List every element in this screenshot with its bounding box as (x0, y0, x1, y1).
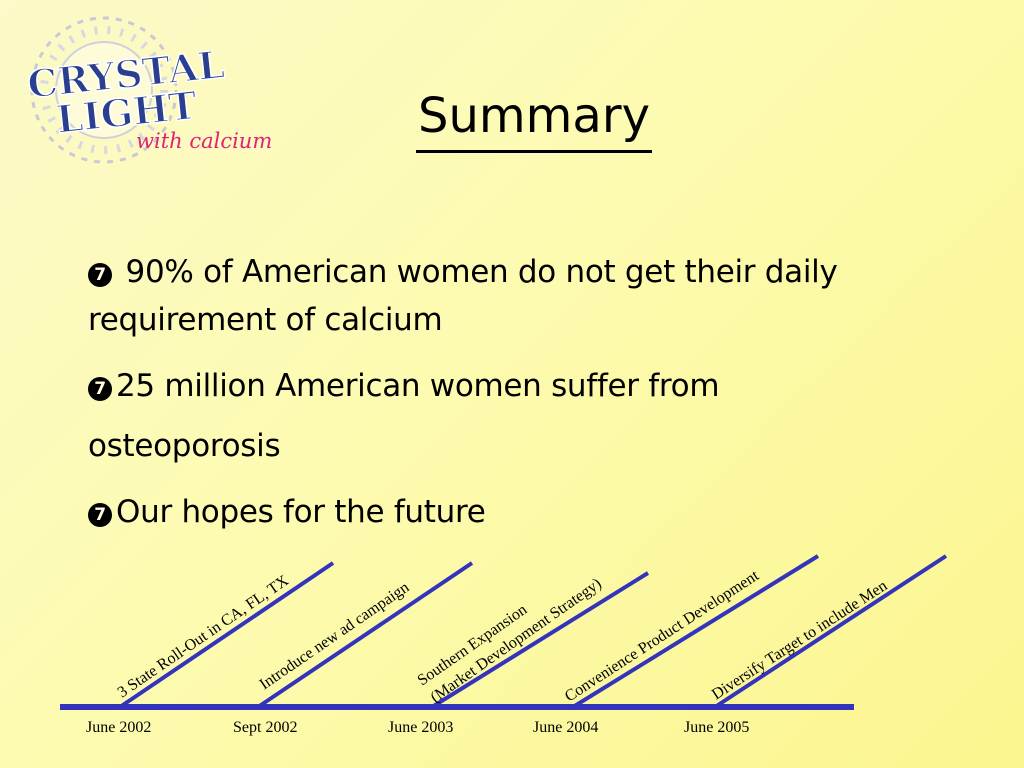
bullet-list: 7 90% of American women do not get their… (88, 248, 968, 536)
bullet-item: 7 90% of American women do not get their… (88, 248, 968, 344)
bullet-text: 25 million American women suffer from (116, 368, 720, 404)
sun-icon (30, 16, 178, 164)
crystal-light-logo: CRYSTAL LIGHT with calcium (25, 16, 272, 164)
timeline-date: Sept 2002 (233, 719, 297, 736)
timeline-branch (430, 571, 650, 709)
bullet-item: 7 Our hopes for the future (88, 488, 968, 536)
timeline-date: June 2004 (533, 719, 598, 736)
bullet-text: 90% of American women do not get their d… (88, 254, 838, 338)
timeline-date: June 2005 (684, 719, 749, 736)
timeline-branch (256, 561, 474, 709)
bullet-text: Our hopes for the future (116, 494, 486, 530)
bullet-marker-icon: 7 (88, 263, 112, 287)
timeline-branch (713, 554, 948, 709)
bullet-text-continued: osteoporosis (88, 428, 281, 464)
bullet-item: 7 25 million American women suffer from o… (88, 362, 968, 482)
timeline-date: June 2002 (86, 719, 151, 736)
bullet-marker-icon: 7 (88, 377, 112, 401)
milestone-label: Introduce new ad campaign (257, 579, 413, 693)
timeline-date: June 2003 (388, 719, 453, 736)
timeline-branch (571, 554, 820, 709)
logo-tagline: with calcium (136, 129, 272, 153)
timeline-branch (118, 561, 335, 709)
page-title-text: Summary (416, 88, 652, 153)
page-title: Summary (0, 88, 1024, 153)
bullet-marker-icon: 7 (88, 503, 112, 527)
